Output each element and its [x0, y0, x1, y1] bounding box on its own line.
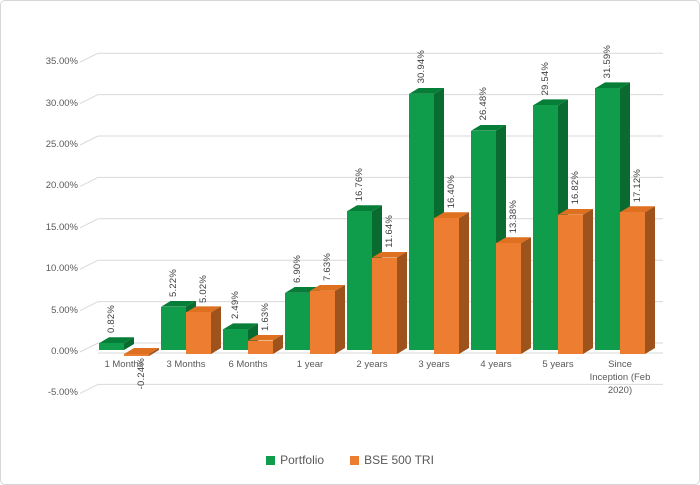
value-label: 5.22% [168, 268, 179, 297]
bar-portfolio-top [161, 300, 196, 307]
category-label: 3 Months [166, 359, 206, 370]
bar-portfolio-side [248, 323, 258, 350]
bar-portfolio-top [347, 205, 382, 212]
bar-bse-500-tri-side [645, 206, 655, 354]
category-label: 1 year [296, 359, 324, 370]
bar-portfolio-front [595, 88, 620, 350]
bar-portfolio-front [409, 93, 434, 350]
y-axis-tick-label: 10.00% [45, 263, 78, 275]
value-label: 7.63% [322, 252, 333, 281]
legend-swatch-bse-500-tri [350, 455, 360, 465]
bar-bse-500-tri-top [496, 237, 531, 244]
bar-bse-500-tri-top [186, 306, 221, 313]
value-label: 30.94% [416, 50, 427, 84]
value-label: 1.63% [260, 302, 271, 331]
bar-bse-500-tri-front [310, 290, 335, 354]
y-axis-tick-label: 15.00% [45, 221, 78, 233]
bar-portfolio-top [409, 87, 444, 94]
bar-portfolio-front [533, 105, 558, 350]
legend-label-bse-500-tri: BSE 500 TRI [364, 453, 434, 467]
category-label: 2 years [356, 359, 388, 370]
value-label: 26.48% [478, 87, 489, 121]
y-axis-tick-label: -5.00% [47, 387, 78, 399]
bar-portfolio-top [533, 99, 568, 106]
bar-bse-500-tri-front [186, 312, 211, 354]
category-label: 6 Months [228, 359, 268, 370]
value-label: 5.02% [198, 274, 209, 303]
y-axis-tick-label: 20.00% [45, 180, 78, 192]
bar-bse-500-tri-side [273, 334, 283, 354]
y-axis-tick-label: 35.00% [45, 56, 78, 68]
bar-portfolio-side [124, 337, 134, 350]
bar-bse-500-tri-top [434, 212, 469, 219]
value-label: 11.64% [384, 214, 395, 248]
value-label: 16.76% [354, 167, 365, 202]
bar-bse-500-tri-front [372, 257, 397, 354]
category-label: 3 years [418, 359, 450, 370]
bar-bse-500-tri-top [620, 206, 655, 213]
legend-item-portfolio: Portfolio [266, 453, 324, 467]
value-label: 16.40% [446, 174, 457, 209]
category-label: 4 years [480, 359, 512, 370]
bar-bse-500-tri-side [521, 237, 531, 354]
value-label: 17.12% [632, 168, 643, 203]
bar-bse-500-tri-top [372, 251, 407, 258]
bar-bse-500-tri-front [248, 340, 273, 354]
bar-portfolio-front [223, 329, 248, 350]
bar-portfolio-front [471, 130, 496, 350]
bar-portfolio-front [285, 292, 310, 350]
legend-label-portfolio: Portfolio [280, 453, 325, 467]
value-label: 16.82% [570, 171, 581, 205]
category-label: 5 years [542, 359, 574, 370]
bar-bse-500-tri-top [124, 348, 159, 354]
bar-portfolio-front [99, 343, 124, 350]
bar-bse-500-tri-top [248, 334, 283, 341]
bar-bse-500-tri-side [459, 212, 469, 354]
y-axis-tick-label: 25.00% [45, 139, 78, 150]
value-label: 13.38% [508, 199, 519, 234]
bar-portfolio-front [347, 211, 372, 350]
y-axis-tick-label: 5.00% [51, 304, 78, 316]
bar-bse-500-tri-side [583, 208, 593, 354]
bar-portfolio-top [285, 286, 320, 293]
bar-bse-500-tri-side [397, 251, 407, 354]
bar-portfolio-side [496, 124, 506, 350]
value-label: 29.54% [540, 62, 551, 96]
bar-portfolio-top [595, 82, 630, 89]
category-label: Since Inception (Feb 2020) [589, 359, 651, 396]
bar-bse-500-tri-top [558, 208, 593, 215]
value-label: 6.90% [292, 254, 303, 283]
category-label: 1 Months [104, 359, 144, 370]
value-label: 31.59% [602, 45, 613, 79]
bar-bse-500-tri-top [310, 284, 345, 291]
bar-bse-500-tri-side [211, 306, 221, 354]
bar-bse-500-tri-front [434, 218, 459, 354]
bar-bse-500-tri-side [149, 348, 159, 356]
value-label: 2.49% [230, 291, 241, 320]
bar-portfolio-top [223, 323, 258, 330]
y-axis-tick-label: 30.00% [45, 97, 78, 109]
legend-item-bse-500-tri: BSE 500 TRI [350, 453, 434, 467]
bar-bse-500-tri-front [496, 243, 521, 354]
bar-portfolio-front [161, 306, 186, 350]
bar-bse-500-tri-front [558, 214, 583, 354]
bar-portfolio-top [471, 124, 506, 131]
legend-swatch-portfolio [266, 455, 276, 465]
value-label: 0.82% [106, 305, 117, 334]
bar-bse-500-tri-front [620, 212, 645, 354]
bar-portfolio-top [99, 337, 134, 344]
legend: Portfolio BSE 500 TRI [1, 453, 699, 467]
bar-bse-500-tri-front [124, 354, 149, 356]
bar-bse-500-tri-side [335, 284, 345, 354]
y-axis-tick-label: 0.00% [51, 346, 78, 357]
